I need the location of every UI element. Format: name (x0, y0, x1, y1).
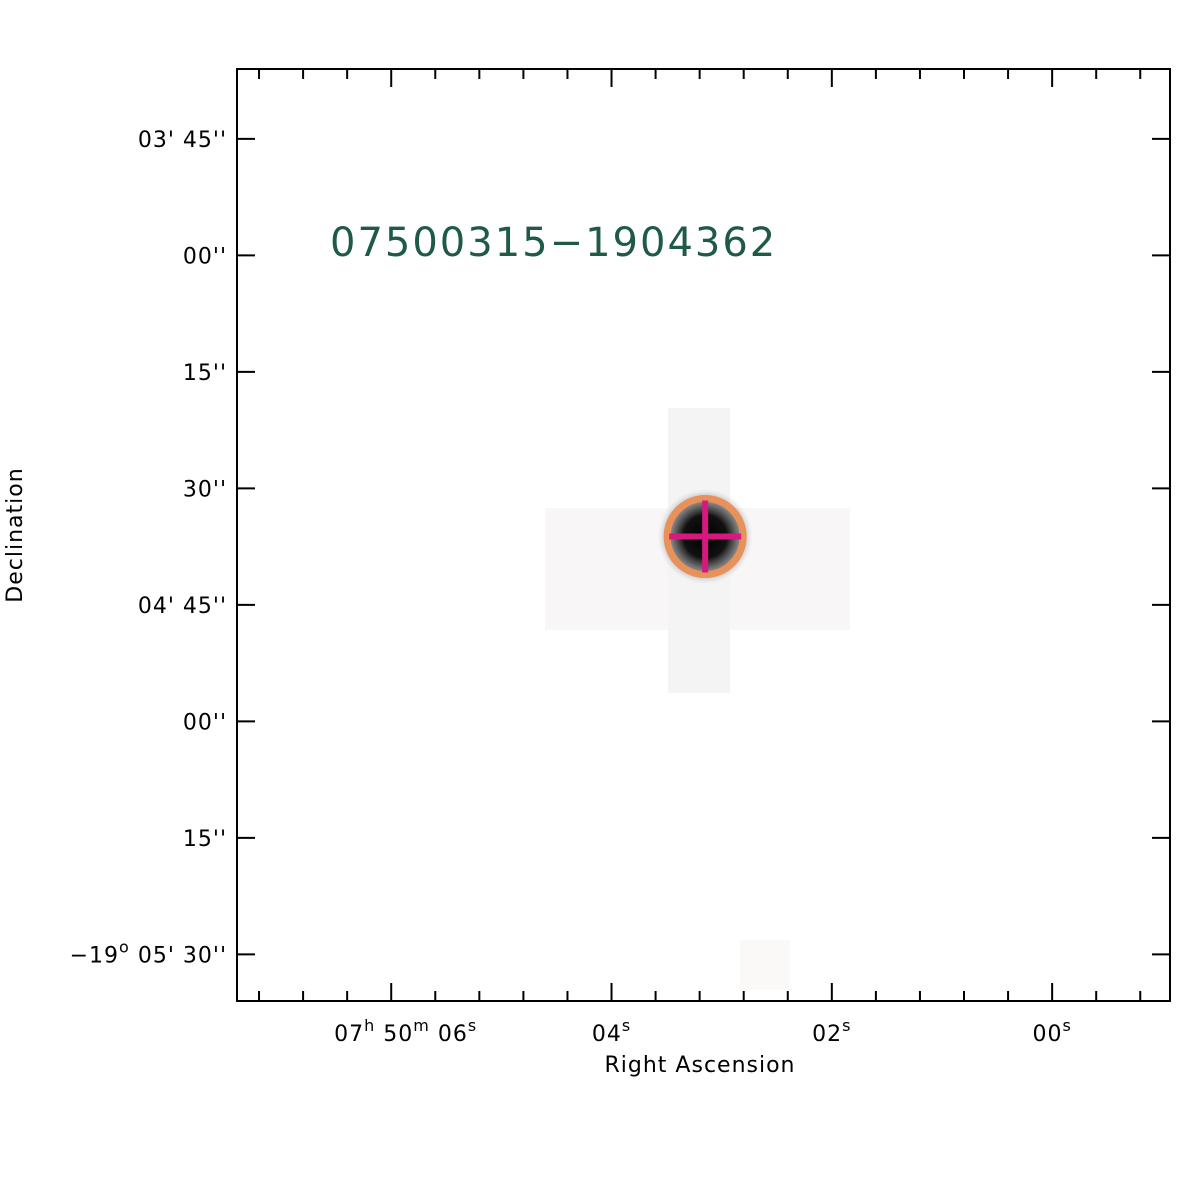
source-circle (663, 495, 747, 579)
x-tick-label: 00s (1032, 1016, 1071, 1047)
chart-title: 07500315−1904362 (330, 220, 777, 266)
y-tick-label: 03' 45'' (138, 128, 227, 153)
plot-frame (236, 68, 1171, 1002)
y-tick-label: 30'' (183, 477, 227, 502)
y-axis-label: Declination (3, 467, 28, 602)
y-tick-label: −19o 05' 30'' (70, 937, 227, 968)
x-axis-label: Right Ascension (605, 1053, 796, 1078)
image-artifact (740, 940, 790, 990)
y-tick-label: 15'' (183, 827, 227, 852)
y-tick-label: 00'' (183, 710, 227, 735)
x-tick-label: 04s (592, 1016, 631, 1047)
x-tick-label: 02s (812, 1016, 851, 1047)
y-tick-label: 00'' (183, 244, 227, 269)
x-tick-label: 07h 50m 06s (334, 1016, 477, 1047)
y-tick-label: 15'' (183, 361, 227, 386)
y-tick-label: 04' 45'' (138, 594, 227, 619)
